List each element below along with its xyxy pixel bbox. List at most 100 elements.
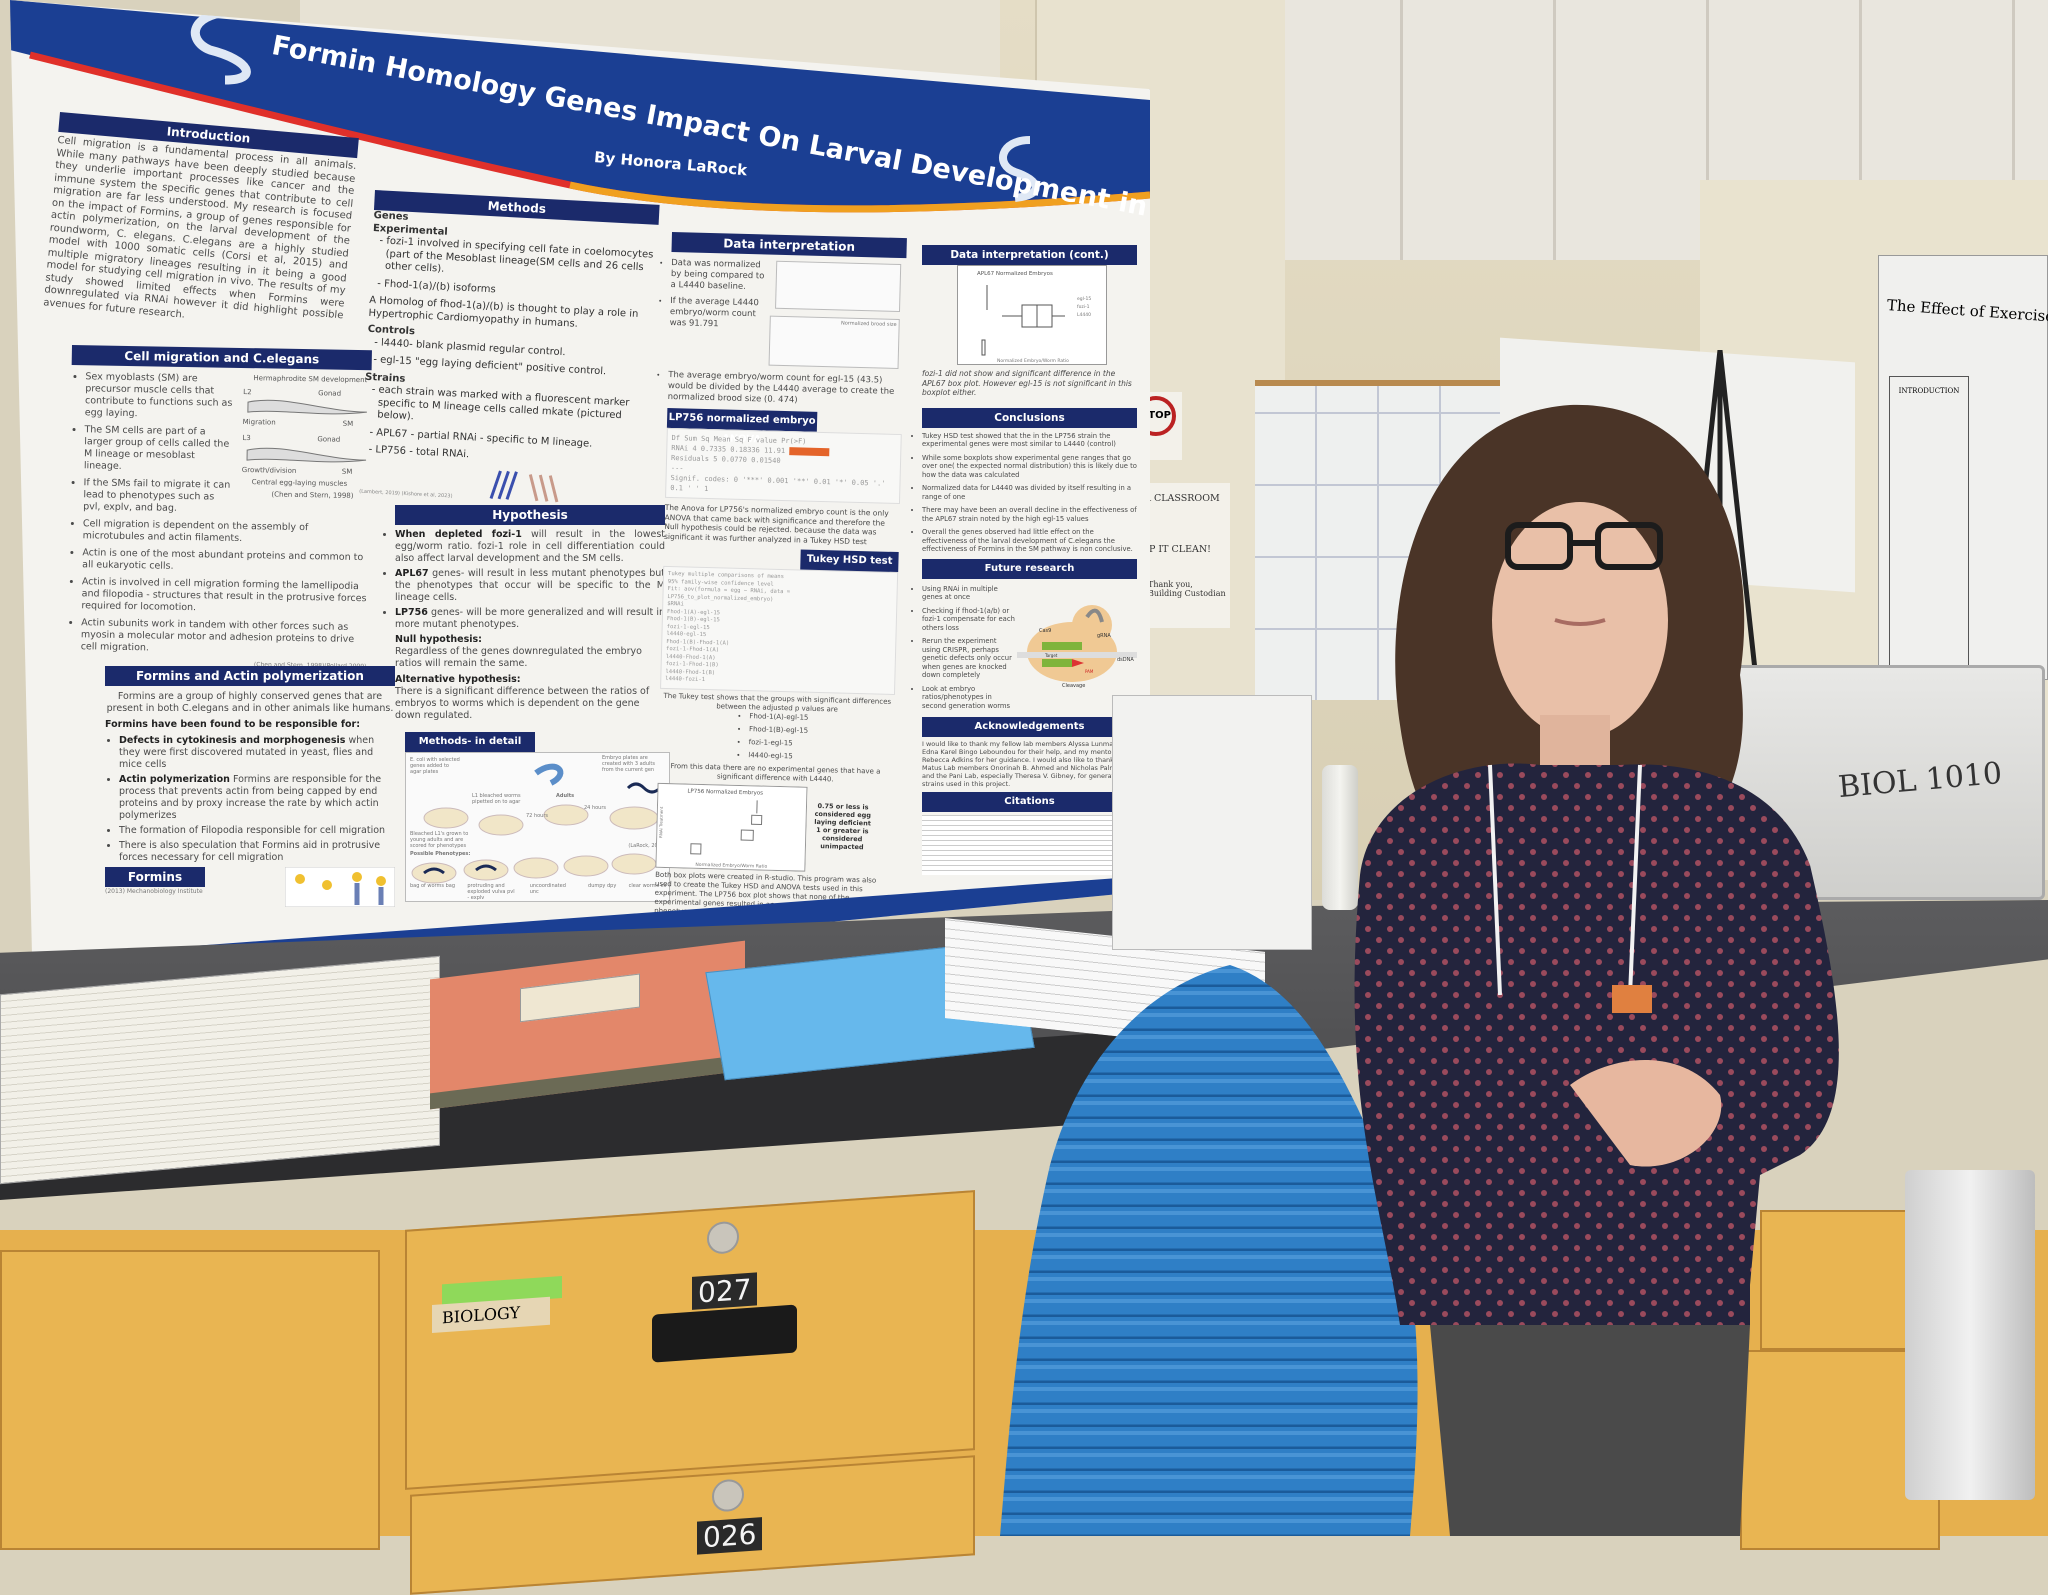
null-hypothesis-heading: Null hypothesis: — [395, 634, 482, 645]
neighboring-poster: The Effect of Exercise Training on M INT… — [1878, 255, 2048, 680]
future-research-heading: Future research — [922, 558, 1137, 579]
face — [1492, 502, 1668, 738]
list-item: There is also speculation that Formins a… — [119, 840, 395, 864]
list-item: Using RNAi in multiple genes at once — [922, 585, 1017, 602]
methods-section: Methods Genes Experimental fozi-1 involv… — [359, 190, 660, 514]
formins-actin-heading: Formins and Actin polymerization — [105, 666, 395, 686]
list-item: When depleted fozi-1 will result in the … — [395, 529, 665, 565]
section-heading: INTRODUCTION — [1898, 387, 1960, 395]
apl67-boxplot: APL67 Normalized Embryos Normalized Embry… — [957, 265, 1107, 365]
research-poster: Formin Homology Genes Impact On Larval D… — [10, 0, 1150, 990]
tukey-heading: Tukey HSD test — [800, 549, 899, 573]
drawer-027[interactable]: BIOLOGY 027 — [405, 1190, 975, 1490]
list-item: If the average L4440 embryo/worm count w… — [669, 296, 765, 331]
formins-label: Formins — [105, 867, 205, 887]
drawer-handle[interactable] — [652, 1304, 797, 1363]
data-interpretation-list-2: The average embryo/worm count for egl-15… — [668, 370, 904, 409]
tukey-summary: The Tukey test shows that the groups wit… — [663, 691, 892, 714]
lock-icon — [707, 1220, 739, 1255]
glasses-icon — [1505, 522, 1663, 570]
formins-subheading: Formins have been found to be responsibl… — [105, 719, 361, 730]
plot-title: LP756 Normalized Embryos — [687, 788, 763, 796]
list-item: Overall the genes observed had little ef… — [922, 528, 1137, 554]
list-item: While some boxplots show experimental ge… — [922, 454, 1137, 480]
conclusions-list: Tukey HSD test showed that the in the LP… — [922, 432, 1137, 554]
notebook-label — [520, 973, 640, 1023]
phenotype-labels: bag of worms bag protruding and exploded … — [410, 883, 667, 901]
methods-detail-section: Methods- in detail E. coli with selected… — [405, 732, 670, 902]
conclusions-heading: Conclusions — [922, 407, 1137, 428]
list-item: Actin polymerization Formins are respons… — [119, 774, 395, 822]
tukey-output: Tukey multiple comparisons of means 95% … — [660, 565, 899, 695]
diagram-label: L1 bleached worms pipetted on to agar — [472, 793, 521, 805]
sign-line: Building Custodian — [1148, 589, 1226, 598]
item-text: The formation of Filopodia responsible f… — [119, 825, 386, 836]
figure-label: Gonad — [318, 389, 342, 398]
sign-line: OUR CLASSROOM — [1128, 493, 1220, 504]
phenotype-label: protruding and exploded vulva pvl - expl… — [467, 883, 515, 901]
list-item: Sex myoblasts (SM) are precursor muscle … — [85, 371, 237, 422]
handout-stand[interactable] — [1112, 695, 1312, 950]
strains-list: each strain was marked with a fluorescen… — [361, 384, 649, 471]
plot-ylabel: RNAi Treatment — [658, 806, 664, 838]
figure-label: L3 — [242, 433, 251, 443]
diagram-label: Adults — [556, 793, 575, 799]
formins-list: Defects in cytokinesis and morphogenesis… — [105, 735, 395, 864]
diagram-label: gRNA — [1097, 633, 1111, 639]
plot-xlabel: Normalized Embryo/Worm Ratio — [997, 358, 1069, 364]
plot-xlabel: Normalized Embryo/Worm Ratio — [695, 861, 767, 869]
data-interpretation-cont-section: Data interpretation (cont.) APL67 Normal… — [922, 245, 1137, 875]
list-item: Look at embryo ratios/phenotypes in seco… — [922, 685, 1017, 711]
diagram-label: Cleavage — [1062, 683, 1085, 689]
hypothesis-list: When depleted fozi-1 will result in the … — [395, 529, 665, 631]
list-item: l4440-egl-15 — [748, 751, 893, 763]
hypothesis-section: Hypothesis When depleted fozi-1 will res… — [395, 505, 665, 722]
hand — [1570, 1060, 1722, 1167]
tukey-after: From this data there are no experimental… — [670, 761, 881, 783]
introduction-section: Introduction Cell migration is a fundame… — [43, 112, 359, 335]
legend-entry: L4440 — [1077, 312, 1091, 318]
lp756-boxplot: LP756 Normalized Embryos Normalized Embry… — [655, 782, 808, 872]
list-item: The formation of Filopodia responsible f… — [119, 825, 395, 837]
item-text: Formins are responsible for the process … — [119, 774, 382, 821]
list-item: Data was normalized by being compared to… — [670, 258, 766, 293]
list-item: fozi-1-egl-15 — [749, 738, 894, 750]
cell-migration-section: Cell migration and C.elegans Sex myoblas… — [66, 345, 372, 671]
name-badge — [1612, 985, 1652, 1013]
student-presenter — [1354, 404, 1839, 1536]
protein-structure-image: (Lambert, 2019) (Kishore et al, 2023) — [359, 469, 559, 502]
phenotype-label: bag of worms bag — [410, 883, 456, 889]
apl67-text: fozi-1 did not show and significant diff… — [922, 369, 1132, 397]
diagram-label: Cas9 — [1039, 628, 1051, 634]
worm-diagram-icon — [246, 399, 367, 463]
list-item: If the SMs fail to migrate it can lead t… — [83, 477, 235, 516]
figure-label: Gonad — [317, 435, 341, 444]
cabinet-door[interactable] — [0, 1250, 380, 1550]
cell-migration-list: Sex myoblasts (SM) are precursor muscle … — [69, 371, 236, 516]
diagram-label: E. coli with selected genes added to aga… — [410, 757, 460, 775]
bold-lead: Actin polymerization — [119, 774, 230, 785]
list-item: APL67 genes- will result in less mutant … — [395, 568, 665, 604]
bin-label: BIOL 1010 — [1836, 755, 2004, 806]
hypothesis-heading: Hypothesis — [395, 505, 665, 525]
introduction-text: Cell migration is a fundamental process … — [42, 134, 357, 322]
citations-text — [922, 815, 1137, 875]
citations-heading: Citations — [922, 792, 1137, 812]
data-interpretation-cont-heading: Data interpretation (cont.) — [922, 245, 1137, 265]
plot-title: APL67 Normalized Embryos — [977, 271, 1053, 277]
bold-lead: When depleted fozi-1 — [395, 529, 522, 540]
poster-header-band — [10, 0, 1150, 213]
neighboring-poster-title: The Effect of Exercise Training on M — [1886, 296, 2048, 334]
formins-actin-section: Formins and Actin polymerization Formins… — [105, 666, 395, 907]
credit: (Lambert, 2019) (Kishore et al, 2023) — [359, 488, 453, 499]
neighboring-poster-section: INTRODUCTION — [1889, 376, 1969, 666]
crispr-diagram: Cas9 gRNA Target PAM dsDNA Cleavage — [1017, 604, 1137, 689]
methods-diagram: E. coli with selected genes added to aga… — [405, 752, 670, 902]
credit: (2013) Mechanobiology Institute — [105, 888, 203, 895]
diagram-label: Embryo plates are created with 3 adults … — [602, 755, 655, 773]
binder[interactable] — [0, 955, 440, 1185]
credit: (LaRock, 2024) — [628, 843, 666, 849]
diagram-label: Target — [1044, 653, 1058, 658]
phenotype-label: uncoordinated unc — [529, 883, 566, 895]
diagram-label: dsDNA — [1117, 657, 1134, 663]
